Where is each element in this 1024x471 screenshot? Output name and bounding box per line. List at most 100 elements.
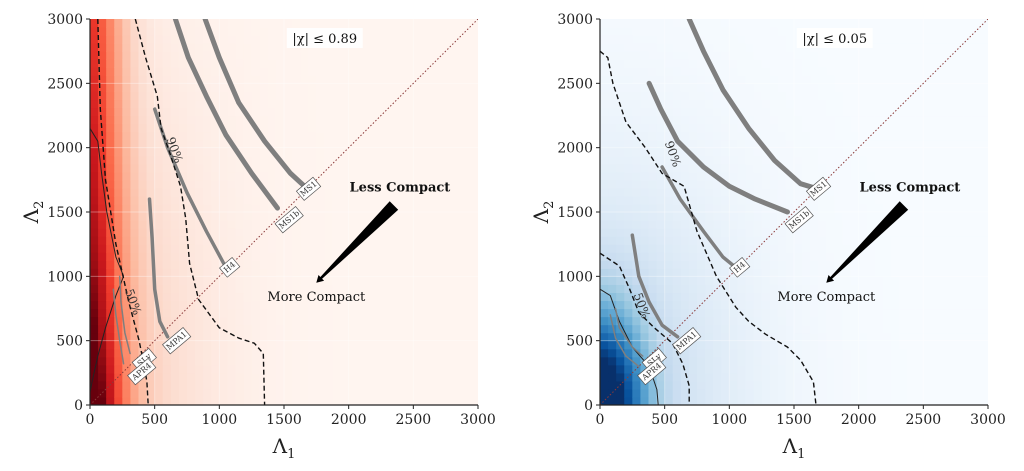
heat-cell — [866, 364, 876, 374]
heat-cell — [947, 356, 957, 366]
heat-cell — [600, 308, 609, 318]
heat-cell — [405, 115, 414, 125]
heat-cell — [810, 83, 819, 92]
heat-cell — [802, 139, 811, 149]
heat-cell — [316, 19, 326, 28]
heat-cell — [882, 356, 892, 366]
heat-cell — [469, 284, 478, 294]
heat-cell — [818, 332, 827, 342]
heat-cell — [98, 187, 107, 197]
heat-cell — [729, 67, 739, 76]
heat-cell — [251, 83, 261, 92]
heat-cell — [154, 324, 164, 334]
heat-cell — [826, 220, 836, 229]
heat-cell — [300, 115, 309, 125]
heat-cell — [397, 332, 406, 342]
heat-cell — [616, 348, 625, 358]
heat-cell — [106, 364, 115, 374]
heat-cell — [284, 372, 293, 382]
heat-cell — [600, 388, 609, 398]
heat-cell — [437, 203, 447, 213]
heat-cell — [348, 51, 358, 60]
heat-cell — [227, 356, 237, 366]
heat-cell — [882, 163, 892, 173]
heat-cell — [866, 324, 876, 334]
heat-cell — [300, 316, 309, 326]
heat-cell — [947, 187, 957, 197]
heat-cell — [664, 220, 674, 229]
heat-cell — [138, 340, 148, 350]
heat-cell — [324, 324, 334, 334]
heat-cell — [437, 27, 447, 36]
heat-cell — [316, 300, 326, 310]
heat-cell — [955, 131, 965, 141]
heat-cell — [656, 220, 666, 229]
heat-cell — [931, 372, 941, 382]
heat-cell — [753, 244, 763, 253]
heat-cell — [170, 115, 180, 125]
heat-cell — [882, 276, 892, 285]
heat-cell — [753, 43, 763, 52]
heat-cell — [923, 236, 933, 245]
heat-cell — [624, 332, 633, 342]
heat-cell — [162, 27, 172, 36]
heat-cell — [154, 348, 164, 358]
heat-cell — [656, 155, 666, 165]
heat-cell — [794, 131, 803, 141]
heat-cell — [453, 276, 463, 285]
heat-cell — [364, 212, 374, 221]
heat-cell — [211, 99, 220, 109]
heat-cell — [405, 163, 414, 173]
heat-cell — [761, 131, 771, 141]
heat-cell — [259, 155, 269, 165]
heat-cell — [842, 356, 852, 366]
heat-cell — [243, 284, 253, 294]
heat-cell — [372, 308, 382, 318]
heat-cell — [737, 171, 747, 181]
heat-cell — [259, 276, 269, 285]
heat-cell — [227, 332, 237, 342]
heat-cell — [284, 252, 293, 261]
heat-cell — [753, 67, 763, 76]
heat-cell — [785, 51, 795, 60]
heat-cell — [608, 67, 617, 76]
heat-cell — [955, 260, 965, 269]
heat-cell — [251, 163, 261, 173]
heat-cell — [963, 51, 973, 60]
heat-cell — [971, 340, 981, 350]
heat-cell — [810, 348, 819, 358]
heat-cell — [600, 139, 609, 149]
heat-cell — [106, 43, 115, 52]
heat-cell — [672, 396, 682, 405]
heat-cell — [130, 19, 140, 28]
heat-cell — [608, 324, 617, 334]
heat-cell — [931, 356, 941, 366]
heat-cell — [356, 276, 366, 285]
heat-cell — [316, 380, 326, 390]
heat-cell — [761, 356, 771, 366]
heat-cell — [187, 228, 196, 237]
heat-cell — [130, 284, 140, 294]
heat-cell — [308, 332, 317, 342]
heat-cell — [753, 99, 763, 109]
heat-cell — [284, 340, 293, 350]
heat-cell — [745, 147, 755, 157]
heat-cell — [680, 131, 690, 141]
heat-cell — [187, 388, 196, 398]
heat-cell — [332, 372, 342, 382]
heat-cell — [219, 51, 229, 60]
heat-cell — [891, 292, 900, 302]
heat-cell — [632, 179, 642, 189]
heat-cell — [737, 348, 747, 358]
heat-cell — [842, 380, 852, 390]
heat-cell — [891, 348, 900, 358]
heat-cell — [397, 67, 406, 76]
heat-cell — [381, 292, 390, 302]
heat-cell — [979, 67, 988, 76]
heat-cell — [267, 236, 277, 245]
heat-cell — [130, 99, 140, 109]
heat-cell — [866, 396, 876, 405]
heat-cell — [114, 388, 123, 398]
heat-cell — [405, 19, 414, 28]
